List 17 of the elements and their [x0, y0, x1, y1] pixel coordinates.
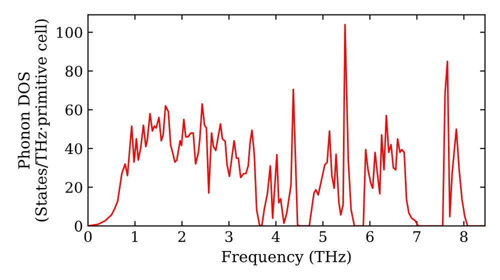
y-tick-label: 80	[66, 66, 82, 77]
x-tick-label: 6	[366, 231, 374, 242]
x-tick-label: 7	[413, 231, 420, 242]
y-tick-label: 40	[65, 143, 82, 154]
x-tick-label: 4	[272, 231, 280, 242]
y-tick-label: 20	[66, 182, 82, 193]
x-tick-label: 2	[178, 231, 186, 242]
x-tick-label: 0	[84, 231, 92, 242]
y-tick-label: 60	[66, 104, 82, 116]
x-tick-label: 8	[460, 231, 468, 242]
x-tick-label: 3	[225, 231, 233, 242]
y-axis-title: Phonon DOS (States/THz·primitive cell)	[18, 19, 50, 222]
x-axis-title: Frequency (THz)	[222, 250, 351, 266]
x-tick-label: 1	[132, 231, 138, 242]
y-tick-label: 100	[57, 26, 82, 38]
y-tick-label: 0	[74, 220, 82, 232]
x-tick-label: 5	[320, 231, 326, 242]
